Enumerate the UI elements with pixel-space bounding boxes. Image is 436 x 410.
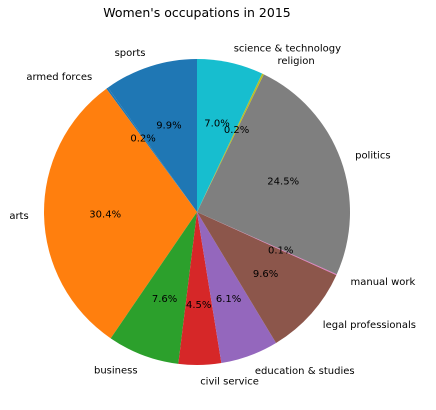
percent-label: 6.1% bbox=[216, 294, 241, 305]
slice-labels: sports armed forces arts business civil serv… bbox=[9, 44, 416, 388]
percent-label: 24.5% bbox=[267, 177, 299, 188]
percent-label: 9.9% bbox=[156, 121, 181, 132]
pie-slice-civil-service bbox=[178, 212, 222, 366]
pie-slice-manual-work bbox=[197, 212, 337, 276]
slice-label: sports bbox=[115, 48, 146, 59]
pie-slice-education-studies bbox=[197, 212, 277, 364]
percent-label: 30.4% bbox=[89, 210, 121, 221]
pie-slice-business bbox=[110, 212, 197, 364]
pie-slice-sports bbox=[107, 59, 197, 212]
slice-label: civil service bbox=[200, 376, 259, 387]
pie-slices bbox=[44, 59, 351, 366]
percent-label: 7.0% bbox=[204, 118, 229, 129]
percent-label: 7.6% bbox=[152, 294, 177, 305]
slice-label: politics bbox=[355, 150, 390, 161]
slice-label: manual work bbox=[351, 277, 416, 288]
percent-label: 9.6% bbox=[253, 269, 278, 280]
pie-slice-religion bbox=[197, 73, 264, 212]
slice-label: armed forces bbox=[26, 72, 92, 83]
slice-label: religion bbox=[278, 56, 315, 67]
slice-label: business bbox=[94, 366, 138, 377]
slice-label: arts bbox=[9, 211, 28, 222]
pie-slice-legal-professionals bbox=[197, 212, 337, 343]
percent-label: 0.2% bbox=[224, 125, 249, 136]
pie-slice-science-technology bbox=[197, 59, 263, 212]
pie-slice-politics bbox=[197, 74, 351, 275]
slice-label: legal professionals bbox=[323, 320, 416, 331]
slice-label: science & technology bbox=[234, 44, 341, 55]
pie-slice-arts bbox=[44, 88, 197, 339]
percent-label: 0.2% bbox=[130, 134, 155, 145]
pie-slice-armed-forces bbox=[106, 87, 197, 212]
percent-label: 4.5% bbox=[186, 300, 211, 311]
slice-label: education & studies bbox=[255, 366, 355, 377]
percent-label: 0.1% bbox=[268, 246, 293, 257]
percent-labels: 9.9%0.2%30.4%7.6%4.5%6.1%9.6%0.1%24.5%0.… bbox=[89, 118, 299, 310]
chart-title: Women's occupations in 2015 bbox=[103, 5, 291, 20]
